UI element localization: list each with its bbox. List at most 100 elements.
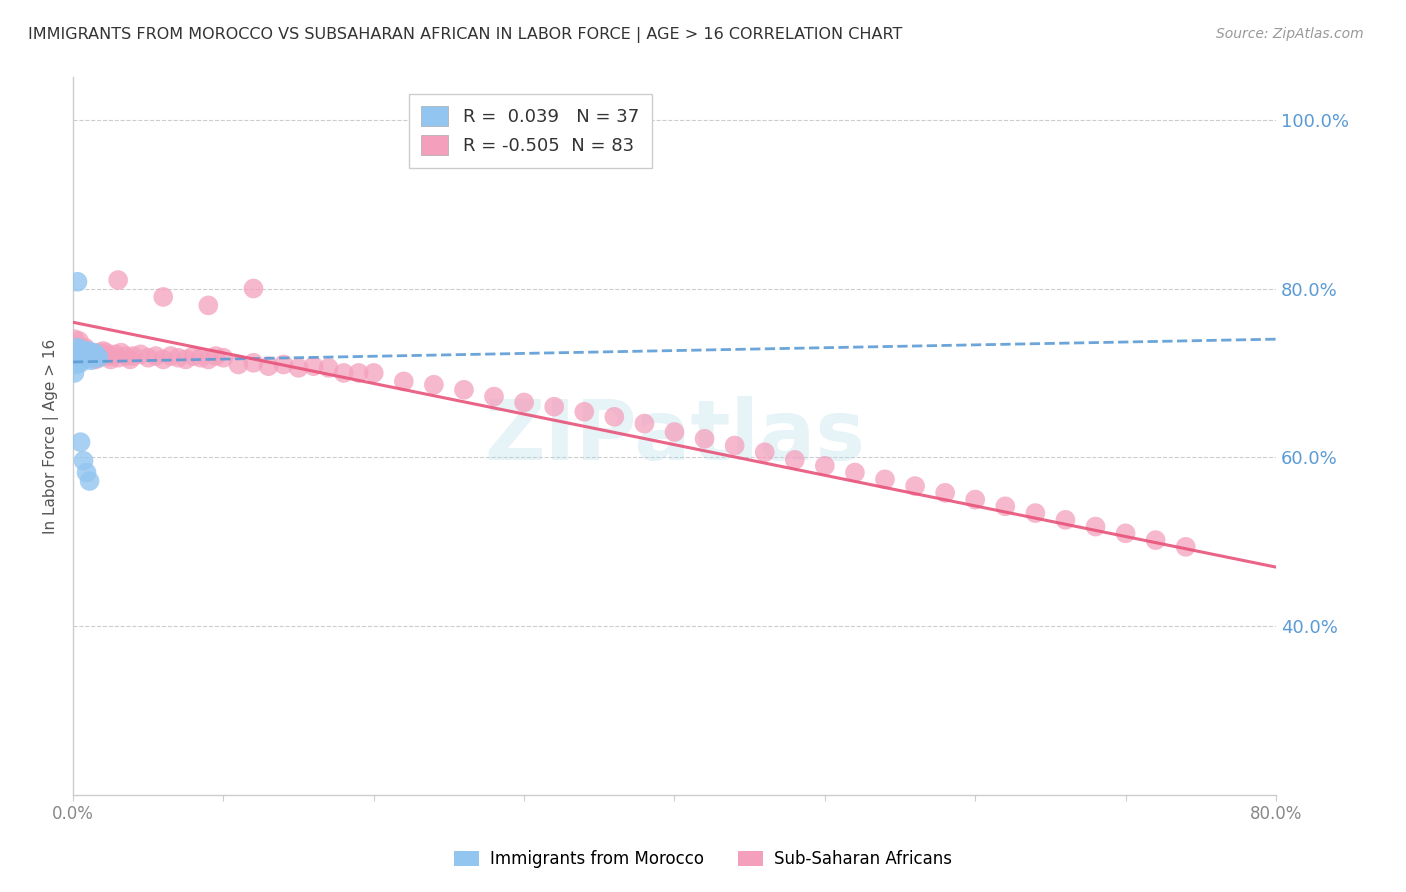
Point [79, 347, 101, 361]
Point [70, 344, 93, 359]
Point [543, 400, 565, 414]
Point [934, 485, 956, 500]
Point [181, 349, 204, 363]
Point [76, 351, 98, 365]
Point [1054, 513, 1077, 527]
Point [66, 351, 89, 365]
Point [482, 390, 505, 404]
Point [873, 472, 896, 486]
Point [110, 345, 132, 359]
Point [129, 347, 152, 361]
Point [83, 349, 105, 363]
Point [77, 347, 100, 361]
Point [65, 341, 87, 355]
Point [392, 375, 415, 389]
Point [67, 347, 90, 361]
Point [159, 349, 181, 363]
Point [86, 349, 108, 363]
Point [72, 352, 94, 367]
Point [63, 366, 86, 380]
Point [104, 347, 127, 361]
Point [152, 290, 174, 304]
Point [69, 341, 91, 355]
Point [693, 432, 716, 446]
Point [844, 466, 866, 480]
Point [76, 466, 98, 480]
Point [73, 347, 96, 361]
Point [318, 360, 340, 375]
Point [242, 356, 264, 370]
Point [87, 351, 110, 365]
Point [120, 352, 142, 367]
Point [73, 351, 96, 365]
Point [77, 351, 100, 365]
Point [87, 351, 110, 365]
Point [107, 351, 129, 365]
Point [107, 273, 129, 287]
Point [82, 349, 104, 363]
Point [965, 492, 987, 507]
Text: IMMIGRANTS FROM MOROCCO VS SUBSAHARAN AFRICAN IN LABOR FORCE | AGE > 16 CORRELAT: IMMIGRANTS FROM MOROCCO VS SUBSAHARAN AF… [28, 27, 903, 43]
Point [633, 417, 655, 431]
Point [83, 345, 105, 359]
Point [73, 341, 96, 355]
Point [1144, 533, 1167, 547]
Point [453, 383, 475, 397]
Point [73, 343, 96, 358]
Point [167, 351, 190, 365]
Point [80, 353, 103, 368]
Point [98, 349, 121, 363]
Legend: R =  0.039   N = 37, R = -0.505  N = 83: R = 0.039 N = 37, R = -0.505 N = 83 [409, 94, 651, 168]
Point [332, 366, 354, 380]
Point [904, 479, 927, 493]
Point [1115, 526, 1137, 541]
Point [66, 344, 89, 359]
Point [1084, 519, 1107, 533]
Point [66, 341, 89, 355]
Point [79, 349, 101, 363]
Point [603, 409, 626, 424]
Point [94, 345, 117, 359]
Point [69, 435, 91, 450]
Point [197, 352, 219, 367]
Point [190, 351, 212, 365]
Point [257, 359, 280, 374]
Point [70, 345, 93, 359]
Point [82, 345, 104, 359]
Point [152, 352, 174, 367]
Point [242, 281, 264, 295]
Point [273, 358, 295, 372]
Point [69, 356, 91, 370]
Point [91, 343, 114, 358]
Point [174, 352, 197, 367]
Point [76, 345, 98, 359]
Point [67, 353, 90, 368]
Point [76, 349, 98, 363]
Point [212, 351, 235, 365]
Point [89, 345, 111, 359]
Point [65, 358, 87, 372]
Point [90, 349, 112, 363]
Point [363, 366, 385, 380]
Legend: Immigrants from Morocco, Sub-Saharan Africans: Immigrants from Morocco, Sub-Saharan Afr… [447, 844, 959, 875]
Point [100, 352, 122, 367]
Point [423, 377, 446, 392]
Point [69, 343, 91, 358]
Point [70, 351, 93, 365]
Point [513, 395, 536, 409]
Point [723, 438, 745, 452]
Point [84, 347, 107, 361]
Point [86, 347, 108, 361]
Point [994, 500, 1017, 514]
Point [66, 275, 89, 289]
Point [228, 358, 250, 372]
Point [574, 405, 596, 419]
Point [72, 349, 94, 363]
Y-axis label: In Labor Force | Age > 16: In Labor Force | Age > 16 [44, 339, 59, 534]
Point [72, 349, 94, 363]
Point [93, 349, 115, 363]
Point [814, 458, 837, 473]
Point [1024, 506, 1046, 520]
Point [66, 349, 89, 363]
Point [114, 349, 136, 363]
